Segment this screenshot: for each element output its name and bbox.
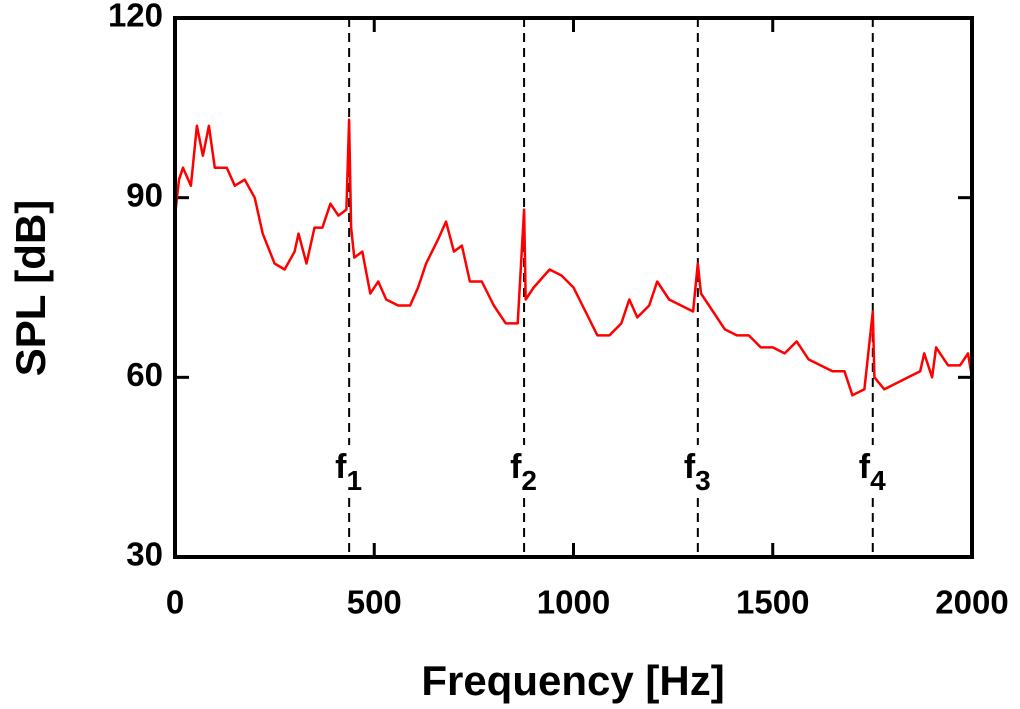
marker-label-subscript: 2 (521, 465, 537, 496)
marker-label-subscript: 1 (346, 465, 362, 496)
marker-label-text: f (510, 448, 522, 486)
label-bg (508, 445, 549, 495)
x-tick-label: 2000 (935, 584, 1008, 621)
y-tick-label: 60 (126, 356, 163, 393)
marker-label: f3 (684, 448, 711, 496)
label-bg (333, 445, 374, 495)
marker-label: f1 (335, 448, 362, 496)
plot-frame (173, 16, 974, 559)
marker-label: f2 (510, 448, 537, 496)
x-tick-label: 0 (166, 584, 184, 621)
marker-label: f4 (859, 448, 886, 496)
x-tick-label: 1000 (537, 584, 610, 621)
data-line (173, 118, 974, 397)
y-tick-label: 120 (108, 0, 163, 34)
x-tick-label: 500 (347, 584, 402, 621)
marker-label-subscript: 3 (695, 465, 711, 496)
y-tick-label: 90 (126, 176, 163, 213)
label-bg (856, 445, 897, 495)
x-tick-label: 1500 (736, 584, 809, 621)
x-axis-title: Frequency [Hz] (421, 657, 724, 704)
marker-label-text: f (335, 448, 347, 486)
marker-label-text: f (859, 448, 871, 486)
y-tick-label: 30 (126, 536, 163, 573)
marker-label-subscript: 4 (870, 465, 886, 496)
label-bg (681, 445, 722, 495)
y-axis-title: SPL [dB] (7, 200, 54, 377)
marker-label-text: f (684, 448, 696, 486)
